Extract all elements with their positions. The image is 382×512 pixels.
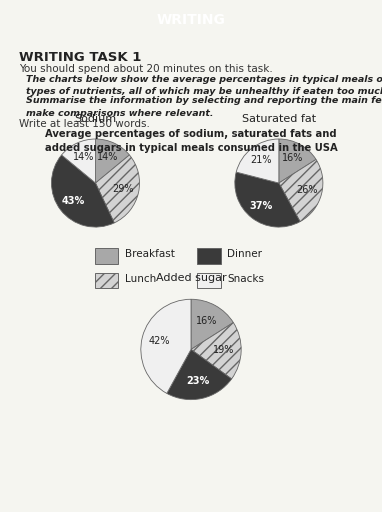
Title: Added sugar: Added sugar — [156, 273, 226, 283]
Wedge shape — [167, 349, 231, 399]
Text: Snacks: Snacks — [227, 273, 264, 284]
Wedge shape — [52, 155, 114, 227]
Title: Saturated fat: Saturated fat — [242, 115, 316, 124]
Text: 23%: 23% — [186, 376, 210, 386]
Wedge shape — [96, 155, 139, 223]
FancyBboxPatch shape — [197, 248, 221, 264]
Wedge shape — [235, 172, 300, 227]
Wedge shape — [279, 159, 323, 222]
Text: WRITING: WRITING — [157, 13, 225, 27]
Text: Summarise the information by selecting and reporting the main features, and
make: Summarise the information by selecting a… — [26, 96, 382, 118]
Text: 19%: 19% — [213, 346, 234, 355]
Wedge shape — [191, 323, 241, 379]
Text: Dinner: Dinner — [227, 249, 262, 259]
FancyBboxPatch shape — [197, 273, 221, 288]
Text: 21%: 21% — [251, 156, 272, 165]
Wedge shape — [236, 139, 279, 183]
Text: 26%: 26% — [296, 185, 317, 195]
FancyBboxPatch shape — [95, 248, 118, 264]
Text: You should spend about 20 minutes on this task.: You should spend about 20 minutes on thi… — [19, 64, 273, 74]
Text: 43%: 43% — [61, 196, 84, 206]
FancyBboxPatch shape — [95, 273, 118, 288]
Text: 29%: 29% — [113, 184, 134, 194]
Text: Lunch: Lunch — [125, 273, 156, 284]
Title: Sodium: Sodium — [74, 115, 117, 124]
Wedge shape — [141, 299, 191, 393]
Text: 14%: 14% — [73, 152, 94, 162]
Text: 16%: 16% — [196, 316, 217, 326]
Wedge shape — [279, 139, 316, 183]
Wedge shape — [62, 139, 96, 183]
Text: Write at least 150 words.: Write at least 150 words. — [19, 119, 150, 129]
Text: Average percentages of sodium, saturated fats and
added sugars in typical meals : Average percentages of sodium, saturated… — [45, 129, 337, 153]
Text: The charts below show the average percentages in typical meals of three
types of: The charts below show the average percen… — [26, 75, 382, 96]
Text: Breakfast: Breakfast — [125, 249, 175, 259]
Text: 16%: 16% — [282, 153, 303, 163]
Wedge shape — [191, 299, 233, 349]
Text: WRITING TASK 1: WRITING TASK 1 — [19, 51, 141, 64]
Text: 37%: 37% — [250, 201, 273, 210]
Text: 14%: 14% — [97, 152, 118, 162]
Wedge shape — [96, 139, 129, 183]
Text: 42%: 42% — [149, 336, 170, 346]
